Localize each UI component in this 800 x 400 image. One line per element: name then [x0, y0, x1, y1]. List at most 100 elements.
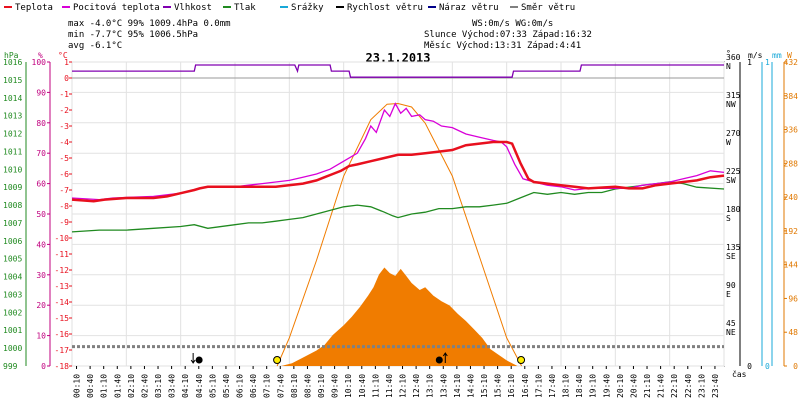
pct-tick-label: 90 — [36, 88, 46, 97]
temp-tick-label: -15 — [55, 314, 70, 323]
w-tick-label: 240 — [784, 193, 799, 202]
x-tick-label: 23:40 — [711, 374, 720, 398]
temp-tick-label: -12 — [55, 266, 70, 275]
pct-tick-label: 100 — [32, 58, 47, 67]
mm-tick-label: 0 — [765, 362, 770, 371]
pct-tick-label: 40 — [36, 240, 46, 249]
w-tick-label: 0 — [793, 362, 798, 371]
x-tick-label: 18:10 — [562, 374, 571, 398]
x-tick-label: 22:40 — [684, 374, 693, 398]
x-tick-label: 16:10 — [507, 374, 516, 398]
unit-w: W — [787, 51, 792, 60]
x-tick-label: 12:10 — [399, 374, 408, 398]
x-tick-label: 13:10 — [426, 374, 435, 398]
pct-tick-label: 50 — [36, 210, 46, 219]
dir-tick-value: 360 — [726, 53, 741, 62]
w-tick-label: 144 — [784, 261, 799, 270]
dir-tick-value: 90 — [726, 281, 736, 290]
x-tick-label: 07:40 — [276, 374, 285, 398]
temp-tick-label: -14 — [55, 298, 70, 307]
ms-tick-label: 1 — [747, 58, 752, 67]
stats-max: max -4.0°C 99% 1009.4hPa 0.0mm — [68, 19, 231, 29]
dir-tick-label: N — [726, 62, 731, 71]
hpa-tick-label: 1012 — [3, 130, 22, 139]
x-tick-label: 12:40 — [412, 374, 421, 398]
solar-radiation — [276, 102, 523, 367]
dir-tick-value: 315 — [726, 91, 741, 100]
hpa-tick-label: 1016 — [3, 58, 22, 67]
dir-tick-label: SE — [726, 252, 736, 261]
dir-tick-value: 45 — [726, 319, 736, 328]
hpa-tick-label: 1000 — [3, 344, 22, 353]
grid — [71, 61, 725, 367]
x-tick-label: 22:10 — [670, 374, 679, 398]
w-tick-label: 384 — [784, 92, 799, 101]
dir-tick-label: W — [726, 138, 731, 147]
temp-tick-label: -7 — [59, 186, 69, 195]
x-tick-label: 03:40 — [168, 374, 177, 398]
pct-tick-label: 30 — [36, 271, 46, 280]
x-tick-label: 20:10 — [616, 374, 625, 398]
x-tick-label: 17:10 — [534, 374, 543, 398]
x-tick-label: 23:10 — [697, 374, 706, 398]
x-tick-label: 19:40 — [602, 374, 611, 398]
temp-tick-label: 0 — [64, 74, 69, 83]
temp-tick-label: -17 — [55, 346, 70, 355]
x-tick-label: 20:40 — [629, 374, 638, 398]
temp-tick-label: -1 — [59, 90, 69, 99]
temp-tick-label: -18 — [55, 362, 70, 371]
pct-tick-label: 20 — [36, 301, 46, 310]
w-tick-label: 96 — [788, 294, 798, 303]
dir-tick-label: NW — [726, 100, 736, 109]
temp-tick-label: -11 — [55, 250, 70, 259]
x-tick-label: 10:40 — [358, 374, 367, 398]
unit-ms: m/s — [748, 51, 763, 60]
mm-tick-label: 1 — [765, 58, 770, 67]
series-tlak-line — [71, 181, 725, 233]
x-tick-label: 11:40 — [385, 374, 394, 398]
series-vlhkost-line — [72, 64, 724, 78]
sunset-marker — [517, 356, 526, 364]
unit-deg: ° — [726, 49, 731, 58]
x-tick-label: 01:40 — [113, 374, 122, 398]
legend-label: Tlak — [234, 3, 256, 13]
x-tick-label: 02:10 — [127, 374, 136, 398]
dir-tick-value: 270 — [726, 129, 741, 138]
legend-label: Směr větru — [521, 3, 575, 13]
dir-tick-label: NE — [726, 328, 736, 337]
x-tick-label: 15:40 — [494, 374, 503, 398]
hpa-tick-label: 1006 — [3, 237, 22, 246]
hpa-tick-label: 1004 — [3, 273, 22, 282]
pct-tick-label: 0 — [41, 362, 46, 371]
x-tick-label: 15:10 — [480, 374, 489, 398]
hpa-tick-label: 1011 — [3, 147, 22, 156]
legend-label: Srážky — [291, 3, 324, 13]
temp-tick-label: -4 — [59, 138, 69, 147]
moonset-marker — [195, 356, 203, 364]
x-tick-label: 10:10 — [344, 374, 353, 398]
unit-degc: °C — [58, 51, 68, 60]
x-tick-label: 09:10 — [317, 374, 326, 398]
x-tick-label: 16:40 — [521, 374, 530, 398]
temp-tick-label: -5 — [59, 154, 69, 163]
wind-info: WS:0m/s WG:0m/s — [472, 19, 553, 29]
legend-label: Rychlost větru — [347, 3, 423, 13]
w-tick-label: 288 — [784, 159, 799, 168]
unit-hpa: hPa — [4, 51, 19, 60]
w-tick-label: 48 — [788, 328, 798, 337]
w-tick-label: 432 — [784, 58, 799, 67]
temp-tick-label: -9 — [59, 218, 69, 227]
x-tick-label: 14:10 — [453, 374, 462, 398]
pct-tick-label: 70 — [36, 149, 46, 158]
pct-tick-label: 60 — [36, 180, 46, 189]
legend-label: Teplota — [15, 3, 53, 13]
hpa-tick-label: 1001 — [3, 326, 22, 335]
x-tick-label: 08:40 — [303, 374, 312, 398]
x-tick-label: 05:40 — [222, 374, 231, 398]
dir-tick-label: S — [726, 214, 731, 223]
moonrise-marker — [435, 356, 443, 364]
hpa-tick-label: 999 — [3, 362, 18, 371]
dir-tick-label: E — [726, 290, 731, 299]
hpa-tick-label: 1010 — [3, 165, 22, 174]
